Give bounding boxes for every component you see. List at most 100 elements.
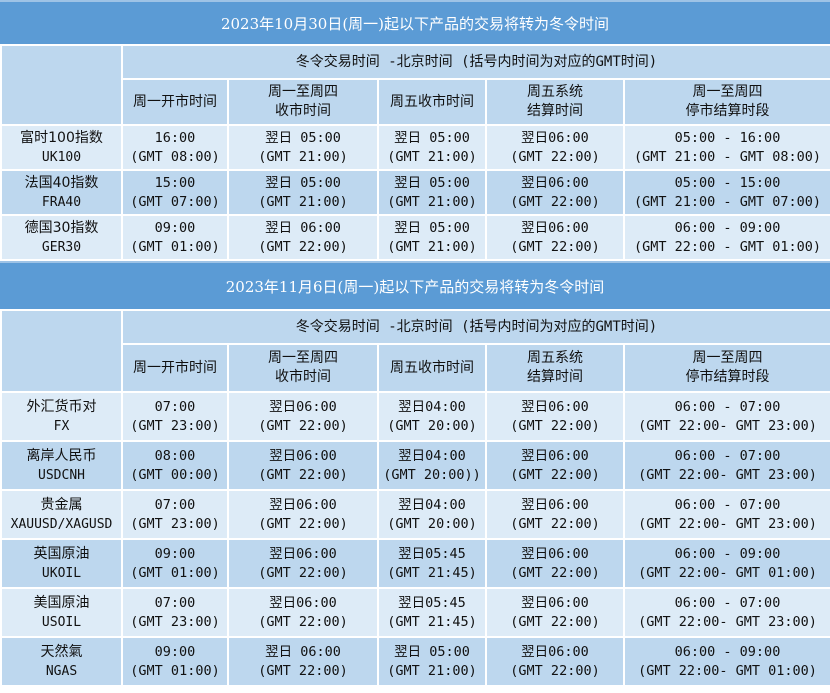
time-cell: 翌日 05:00 (GMT 21:00) [377,636,487,687]
group-header: 冬令交易时间 -北京时间 (括号内时间为对应的GMT时间) [121,44,830,80]
product-cell: 德国30指数 GER30 [0,214,123,261]
gmt-time: (GMT 22:00- GMT 23:00) [638,613,817,630]
product-cell: 英国原油 UKOIL [0,538,123,589]
section-1: 2023年10月30日(周一)起以下产品的交易将转为冬令时间 冬令交易时间 -北… [0,0,830,261]
column-header-line: 结算时间 [527,103,583,119]
gmt-time: (GMT 20:00)) [383,466,481,483]
beijing-time: 翌日 05:00 [394,643,470,660]
section-2: 2023年11月6日(周一)起以下产品的交易将转为冬令时间 冬令交易时间 -北京… [0,261,830,687]
beijing-time: 翌日06:00 [521,174,589,191]
gmt-time: (GMT 21:00) [387,148,477,165]
time-cell: 翌日 06:00 (GMT 22:00) [227,636,379,687]
gmt-time: (GMT 22:00) [510,662,600,679]
time-cell: 05:00 - 16:00 (GMT 21:00 - GMT 08:00) [623,124,830,171]
column-header-line: 周一开市时间 [133,93,217,110]
product-name: 离岸人民币 [26,447,97,464]
beijing-time: 翌日04:00 [398,496,466,513]
time-cell: 09:00 (GMT 01:00) [121,538,229,589]
column-header: 周一至周四停市结算时段 [623,343,830,393]
time-cell: 翌日06:00 (GMT 22:00) [227,489,379,540]
beijing-time: 07:00 [154,496,196,513]
column-header-line: 周一至周四 [268,350,338,366]
gmt-time: (GMT 01:00) [130,564,220,581]
product-cell: 外汇货币对 FX [0,391,123,442]
table-row: 贵金属 XAUUSD/XAGUSD 07:00 (GMT 23:00) 翌日06:00 (… [0,489,830,540]
time-cell: 06:00 - 09:00 (GMT 22:00- GMT 01:00) [623,636,830,687]
beijing-time: 06:00 - 07:00 [674,447,781,464]
gmt-time: (GMT 21:00) [387,238,477,255]
product-name: 富时100指数 [20,129,103,146]
product-cell: 天然氣 NGAS [0,636,123,687]
section-title: 2023年11月6日(周一)起以下产品的交易将转为冬令时间 [0,261,830,309]
product-name: 天然氣 [40,643,83,660]
time-cell: 09:00 (GMT 01:00) [121,214,229,261]
gmt-time: (GMT 21:00) [258,148,348,165]
beijing-time: 翌日06:00 [521,219,589,236]
product-cell: 贵金属 XAUUSD/XAGUSD [0,489,123,540]
gmt-time: (GMT 01:00) [130,662,220,679]
column-header-line: 停市结算时段 [685,369,770,385]
column-header-row: 周一开市时间 周一至周四 收市时间 周五收市时间 周五系统 结算时间 周一至周四 停市结算时段 [1,78,830,126]
beijing-time: 翌日06:00 [521,643,589,660]
time-cell: 06:00 - 07:00 (GMT 22:00- GMT 23:00) [623,587,830,638]
time-cell: 07:00 (GMT 23:00) [121,489,229,540]
gmt-time: (GMT 23:00) [130,613,220,630]
gmt-time: (GMT 22:00) [258,466,348,483]
gmt-time: (GMT 07:00) [130,193,220,210]
time-cell: 翌日06:00 (GMT 22:00) [485,214,625,261]
beijing-time: 07:00 [154,398,196,415]
beijing-time: 翌日06:00 [269,594,337,611]
time-cell: 06:00 - 09:00 (GMT 22:00 - GMT 01:00) [623,214,830,261]
time-cell: 翌日06:00 (GMT 22:00) [485,391,625,442]
gmt-time: (GMT 01:00) [130,238,220,255]
beijing-time: 09:00 [154,219,196,236]
time-cell: 翌日04:00 (GMT 20:00) [377,391,487,442]
gmt-time: (GMT 21:45) [387,613,477,630]
column-header: 周五系统 结算时间 [485,78,625,126]
gmt-time: (GMT 22:00- GMT 01:00) [638,564,817,581]
beijing-time: 06:00 - 09:00 [674,545,781,562]
time-cell: 翌日06:00 (GMT 22:00) [227,440,379,491]
column-header-line: 周五系统 [527,350,583,366]
table-row: 德国30指数 GER30 09:00 (GMT 01:00) 翌日 06:00 (GMT … [0,214,830,261]
gmt-time: (GMT 21:45) [387,564,477,581]
beijing-time: 翌日06:00 [521,545,589,562]
column-header: 周一至周四 收市时间 [227,343,379,393]
time-cell: 06:00 - 07:00 (GMT 22:00- GMT 23:00) [623,391,830,442]
beijing-time: 翌日 05:00 [394,219,470,236]
schedule-table: 冬令交易时间 -北京时间 (括号内时间为对应的GMT时间) 周一开市时间 周一至周四… [0,44,830,261]
beijing-time: 翌日 06:00 [265,219,341,236]
product-code: FX [53,418,70,434]
time-cell: 翌日06:00 (GMT 22:00) [227,538,379,589]
column-header-line: 周一至周四 [692,350,763,366]
gmt-time: (GMT 22:00) [510,613,600,630]
beijing-time: 06:00 - 07:00 [674,496,781,513]
gmt-time: (GMT 21:00) [387,662,477,679]
time-cell: 翌日06:00 (GMT 22:00) [485,124,625,171]
column-header-line: 周五系统 [527,84,583,100]
gmt-time: (GMT 22:00- GMT 23:00) [638,466,817,483]
column-header: 周一至周四 停市结算时段 [623,78,830,126]
beijing-time: 07:00 [154,594,196,611]
beijing-time: 16:00 [154,129,196,146]
table-row: 美国原油 USOIL 07:00 (GMT 23:00) 翌日06:00 (GMT 22:… [0,587,830,638]
column-header-line: 周一至周四 [692,84,763,100]
product-code: XAUUSD/XAGUSD [10,516,113,532]
product-code: USOIL [41,614,82,630]
time-cell: 16:00 (GMT 08:00) [121,124,229,171]
product-code: FRA40 [41,194,82,210]
gmt-time: (GMT 22:00) [258,564,348,581]
product-code: NGAS [45,663,78,679]
gmt-time: (GMT 22:00- GMT 01:00) [638,662,817,679]
time-cell: 翌日 05:00 (GMT 21:00) [377,214,487,261]
beijing-time: 翌日 05:00 [394,129,470,146]
gmt-time: (GMT 22:00) [510,515,600,532]
beijing-time: 翌日06:00 [521,447,589,464]
gmt-time: (GMT 22:00) [510,238,600,255]
group-header: 冬令交易时间 -北京时间 (括号内时间为对应的GMT时间) [121,309,830,345]
gmt-time: (GMT 22:00) [510,466,600,483]
gmt-time: (GMT 00:00) [130,466,220,483]
column-header: 周五收市时间 [377,78,487,126]
beijing-time: 翌日 05:00 [265,174,341,191]
column-header: 周一至周四 收市时间 [227,78,379,126]
